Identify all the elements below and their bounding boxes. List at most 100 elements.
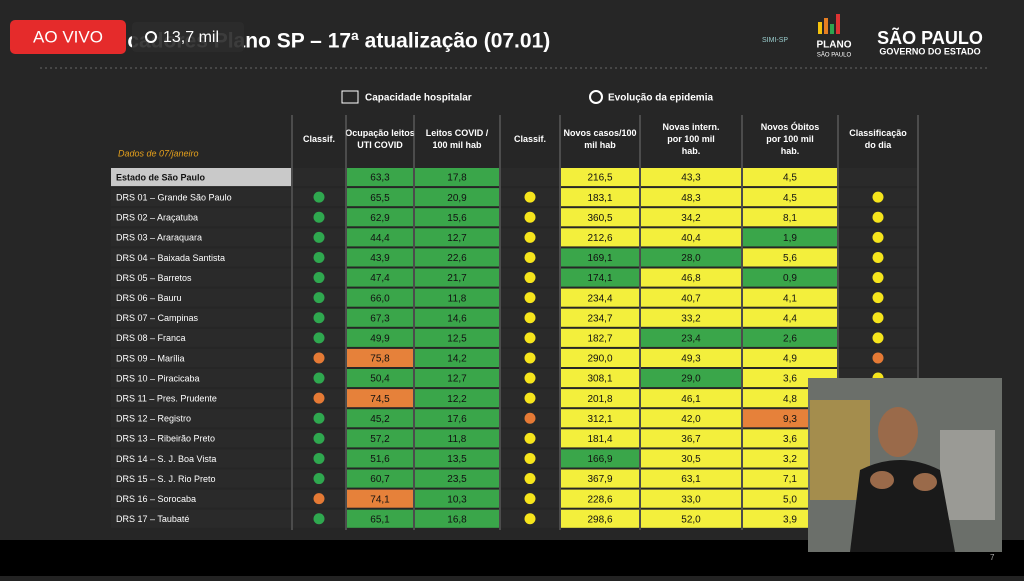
header-line: Novas intern. [662,122,719,132]
cell-value: 298,6 [587,514,612,525]
row-name: DRS 10 – Piracicaba [116,373,200,383]
cell-bg [743,348,837,367]
cell-value: 360,5 [587,213,612,224]
logo-plano: PLANO [817,40,852,51]
row-name: DRS 17 – Taubaté [116,514,189,524]
cell-value: 12,5 [447,333,467,344]
cell-bg [839,168,917,187]
status-dot [524,312,536,324]
header-line: Novos Óbitos [761,121,820,132]
cell-bg [561,208,639,227]
cell-value: 40,4 [681,233,701,244]
video-backdrop [940,430,995,520]
cell-value: 33,2 [681,313,701,324]
cell-value: 8,1 [783,213,797,224]
cell-bg [561,328,639,347]
row-name: DRS 07 – Campinas [116,313,199,323]
cell-value: 52,0 [681,514,701,525]
cell-value: 4,5 [783,173,797,184]
cell-bg [743,288,837,307]
cell-bg [347,188,413,207]
cell-bg [347,389,413,408]
cell-bg [415,168,499,187]
cell-bg [561,228,639,247]
cell-value: 75,8 [370,354,390,365]
header-line: Novos casos/100 [563,128,636,138]
header-line: 100 mil hab [432,140,482,150]
column-header: Classif. [514,134,546,144]
status-dot [313,513,325,525]
cell-bg [743,168,837,187]
cell-bg [111,429,291,448]
cell-bg [561,348,639,367]
column-header: Novos casos/100 mil hab [563,128,636,150]
cell-value: 23,5 [447,474,467,485]
cell-bg [641,188,741,207]
row-name: DRS 12 – Registro [116,414,191,424]
live-badge[interactable] [10,20,126,54]
cell-bg [743,268,837,287]
header-line: Classificação [849,128,907,138]
status-dot [313,332,325,344]
cell-bg [111,489,291,508]
cell-bg [561,248,639,267]
bed-icon [341,90,359,104]
cell-bg [641,348,741,367]
status-dot [313,432,325,444]
header-line: por 100 mil [667,134,715,144]
cell-value: 3,6 [783,434,797,445]
status-dot [524,211,536,223]
cell-bg [347,348,413,367]
status-dot [872,211,884,223]
cell-value: 43,3 [681,173,701,184]
column-header: Novas intern. por 100 mil hab. [662,122,719,156]
cell-value: 28,0 [681,253,701,264]
cell-value: 65,1 [370,514,390,525]
row-name: Estado de São Paulo [116,172,206,182]
virus-icon [589,90,603,104]
cell-value: 169,1 [587,253,612,264]
cell-value: 43,9 [370,253,390,264]
status-dot [524,352,536,364]
cell-bg [561,188,639,207]
logo-bar [836,14,840,34]
header-line: Ocupação leitos [345,128,415,138]
header-line: por 100 mil [766,134,814,144]
status-dot [872,312,884,324]
cell-value: 46,1 [681,394,701,405]
eye-icon [145,31,157,43]
cell-value: 7,1 [783,474,797,485]
status-dot [313,191,325,203]
status-dot [313,251,325,263]
cell-bg [111,409,291,428]
cell-bg [743,248,837,267]
cell-value: 11,8 [448,434,467,445]
cell-bg [561,168,639,187]
cell-value: 51,6 [370,454,390,465]
status-dot [524,432,536,444]
status-dot [524,452,536,464]
row-name: DRS 16 – Sorocaba [116,494,196,504]
cell-value: 30,5 [681,454,701,465]
cell-bg [347,328,413,347]
status-dot [524,231,536,243]
cell-bg [347,228,413,247]
cell-value: 174,1 [587,273,612,284]
cell-value: 1,9 [783,233,797,244]
page-number: 7 [990,553,995,562]
cell-value: 49,3 [681,354,701,365]
status-dot [524,412,536,424]
status-dot [313,372,325,384]
cell-bg [641,469,741,488]
cell-bg [347,288,413,307]
cell-bg [561,429,639,448]
row-name: DRS 09 – Marília [116,353,185,363]
cell-value: 74,1 [370,494,390,505]
row-name: DRS 14 – S. J. Boa Vista [116,454,216,464]
cell-bg [561,489,639,508]
cell-bg [743,208,837,227]
cell-value: 62,9 [370,213,390,224]
cell-value: 66,0 [370,293,390,304]
cell-bg [641,228,741,247]
